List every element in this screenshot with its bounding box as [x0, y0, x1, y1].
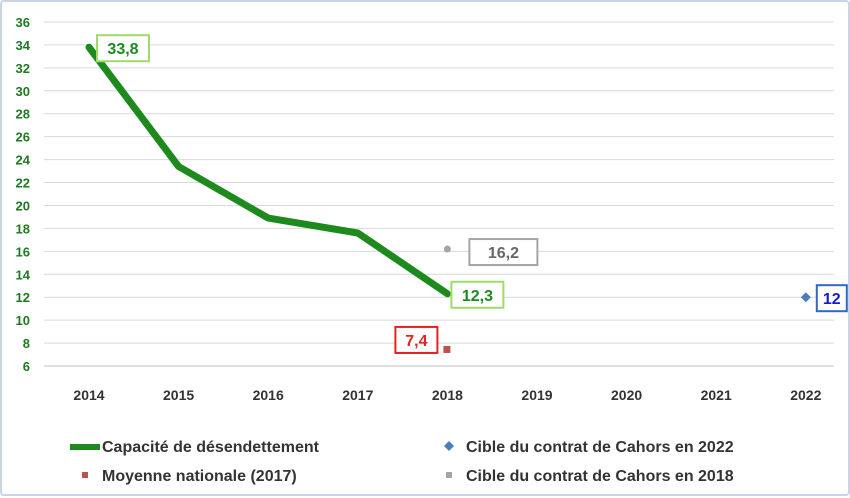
- data-label: 12,3: [462, 288, 493, 305]
- y-tick-label: 24: [16, 153, 31, 168]
- data-label-box: [468, 238, 539, 267]
- data-label: 16,2: [488, 245, 519, 262]
- circle-point: [443, 245, 451, 253]
- y-tick-label: 18: [16, 221, 30, 236]
- y-tick-label: 30: [16, 84, 30, 99]
- x-axis-ticks: 2014 2015 2016 2017 2018 2019 2020 2021 2022: [73, 387, 821, 403]
- y-axis-ticks: 6 8 10 12 14 16 18 20 22 24 26 28 30 32 34 36: [16, 15, 31, 374]
- y-tick-label: 14: [16, 267, 31, 282]
- line-point: [444, 291, 450, 297]
- data-labels: 33,8 12,3 7,4 12 16,2: [96, 34, 848, 354]
- data-label: 7,4: [405, 333, 427, 350]
- x-tick-label: 2021: [701, 387, 732, 403]
- legend-label: Moyenne nationale (2017): [102, 468, 297, 485]
- legend-label: Cible du contrat de Cahors en 2018: [466, 468, 734, 485]
- y-tick-label: 20: [16, 198, 30, 213]
- x-tick-label: 2016: [253, 387, 284, 403]
- diamond-point: [800, 292, 811, 303]
- y-tick-label: 12: [16, 290, 30, 305]
- x-tick-label: 2017: [342, 387, 373, 403]
- data-label: 12: [823, 291, 841, 308]
- y-tick-label: 8: [23, 336, 30, 351]
- data-label-box: [96, 34, 150, 63]
- y-tick-label: 28: [16, 107, 30, 122]
- line-point: [355, 230, 361, 236]
- y-tick-label: 16: [16, 244, 30, 259]
- x-tick-label: 2022: [790, 387, 821, 403]
- data-label-box: [394, 325, 439, 354]
- x-tick-label: 2018: [432, 387, 463, 403]
- x-tick-label: 2014: [73, 387, 104, 403]
- series-line: [85, 43, 451, 298]
- y-tick-label: 32: [16, 61, 30, 76]
- legend-swatch-gray: [446, 472, 452, 478]
- square-point: [443, 345, 451, 353]
- legend-label: Capacité de désendettement: [102, 439, 320, 456]
- gridlines: [44, 21, 834, 367]
- y-tick-label: 26: [16, 130, 30, 145]
- legend-label: Cible du contrat de Cahors en 2022: [466, 439, 734, 456]
- legend-swatch-square: [82, 472, 88, 478]
- data-marks: [85, 43, 811, 353]
- y-tick-label: 22: [16, 176, 30, 191]
- x-tick-label: 2015: [163, 387, 194, 403]
- data-label: 33,8: [107, 41, 138, 58]
- line-point: [86, 44, 92, 50]
- x-tick-label: 2019: [521, 387, 552, 403]
- x-tick-label: 2020: [611, 387, 642, 403]
- legend-swatch-diamond: [444, 441, 454, 451]
- legend: Capacité de désendettement Moyenne nation…: [70, 439, 734, 485]
- line-point: [265, 215, 271, 221]
- y-tick-label: 36: [16, 15, 30, 30]
- y-tick-label: 34: [16, 38, 31, 53]
- y-tick-label: 6: [23, 359, 30, 374]
- line-point: [176, 163, 182, 169]
- y-tick-label: 10: [16, 313, 30, 328]
- data-label-box: [815, 284, 848, 313]
- data-label-box: [450, 280, 505, 309]
